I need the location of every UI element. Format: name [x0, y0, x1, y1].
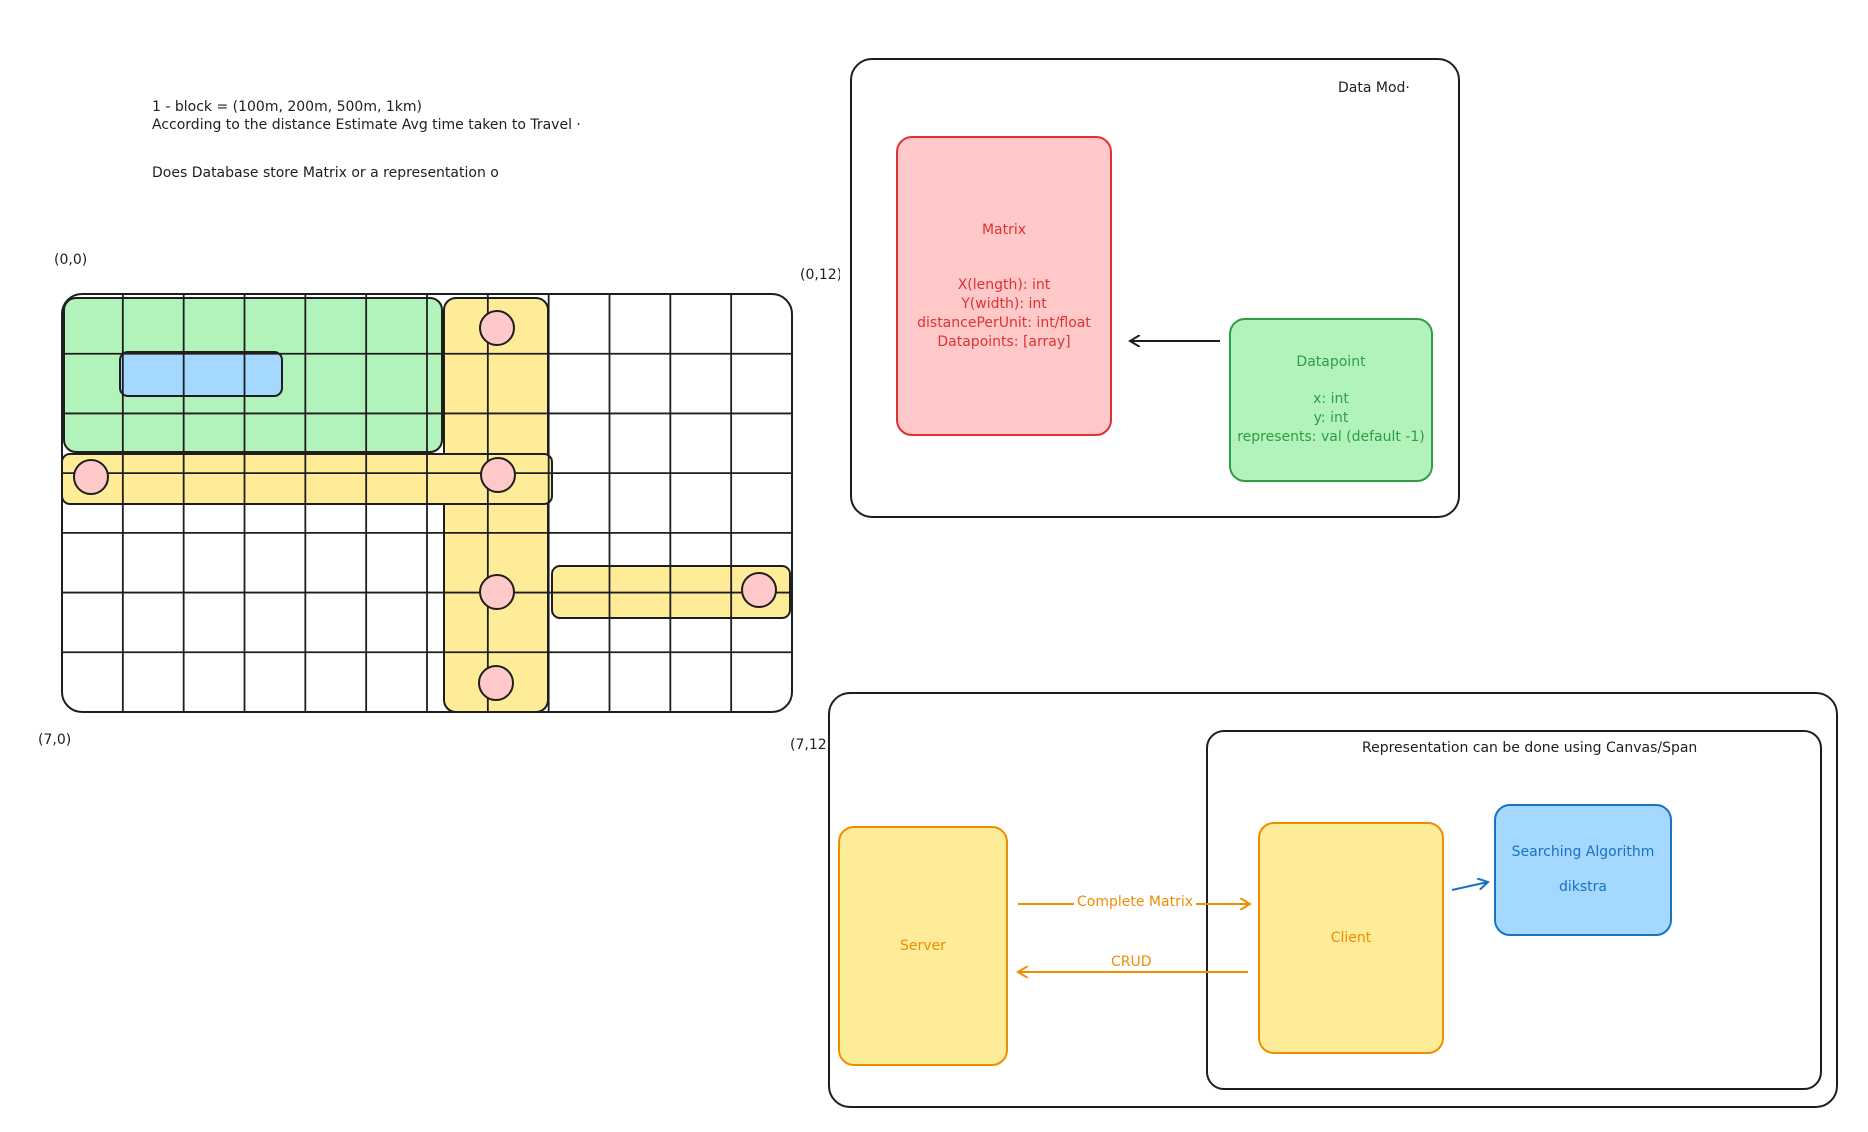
client-label: Client — [1330, 929, 1372, 946]
datapoint-title: Datapoint — [1296, 354, 1366, 370]
client-box: Client — [1258, 822, 1444, 1054]
representation-title: Representation can be done using Canvas/… — [1362, 740, 1698, 756]
datapoint-field: represents: val (default -1) — [1237, 429, 1425, 445]
node-1 — [479, 310, 515, 346]
search-subtitle: dikstra — [1558, 879, 1607, 895]
representation-frame — [1206, 730, 1822, 1090]
note-database-question: Does Database store Matrix or a represen… — [152, 165, 499, 181]
vertical-road — [443, 297, 549, 713]
data-model-title: Data Mod· — [1338, 80, 1410, 96]
datapoint-box: Datapoint x: int y: int represents: val … — [1229, 318, 1433, 482]
datapoint-field: y: int — [1313, 410, 1349, 426]
matrix-title: Matrix — [981, 221, 1027, 238]
grid-lines — [62, 294, 792, 712]
node-4 — [479, 574, 515, 610]
note-block-size: 1 - block = (100m, 200m, 500m, 1km) — [152, 99, 422, 115]
matrix-box: Matrix X(length): int Y(width): int dist… — [896, 136, 1112, 436]
green-region — [63, 297, 443, 453]
node-3 — [480, 457, 516, 493]
matrix-field: X(length): int — [957, 276, 1051, 293]
datapoint-field: x: int — [1313, 391, 1349, 407]
data-model-frame — [850, 58, 1460, 518]
grid-border — [61, 293, 793, 713]
horizontal-road — [61, 453, 553, 505]
node-2 — [73, 459, 109, 495]
blue-region — [119, 351, 283, 397]
coord-top-left: (0,0) — [54, 252, 88, 268]
server-label: Server — [900, 937, 946, 954]
note-travel-time: According to the distance Estimate Avg t… — [152, 117, 581, 133]
server-box: Server — [838, 826, 1008, 1066]
matrix-field: Datapoints: [array] — [937, 333, 1071, 350]
crud-label: CRUD — [1108, 954, 1155, 970]
complete-matrix-label: Complete Matrix — [1074, 894, 1196, 910]
short-road — [551, 565, 791, 619]
node-6 — [478, 665, 514, 701]
matrix-field: distancePerUnit: int/float — [917, 314, 1091, 331]
coord-top-right: (0,12) — [800, 267, 840, 283]
search-title: Searching Algorithm — [1511, 844, 1655, 860]
node-5 — [741, 572, 777, 608]
architecture-frame — [828, 692, 1838, 1108]
coord-bottom-left: (7,0) — [38, 732, 72, 748]
search-algorithm-box: Searching Algorithm dikstra — [1494, 804, 1672, 936]
matrix-field: Y(width): int — [961, 295, 1047, 312]
coord-bottom-right: (7,12) — [790, 737, 830, 753]
